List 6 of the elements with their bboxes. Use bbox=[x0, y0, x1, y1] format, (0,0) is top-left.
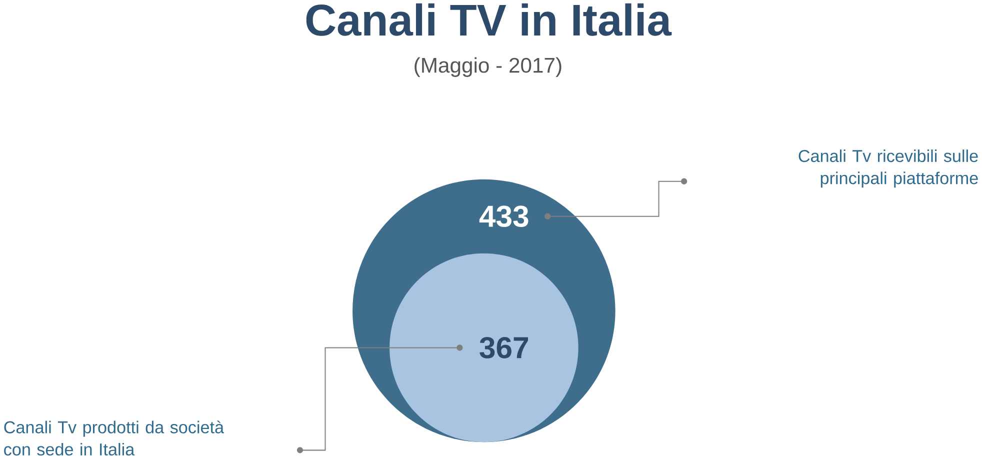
category-label: Canali Tv ricevibili sulle principali piattaforme bbox=[798, 150, 978, 188]
text: (Maggio - 2017) bbox=[414, 57, 562, 78]
category-label: Canali Tv prodotti da società con sede in Italia bbox=[4, 420, 224, 456]
text: Canali TV in Italia bbox=[306, 3, 672, 36]
data-label: 433 bbox=[479, 206, 528, 228]
data-label: 367 bbox=[480, 337, 528, 358]
